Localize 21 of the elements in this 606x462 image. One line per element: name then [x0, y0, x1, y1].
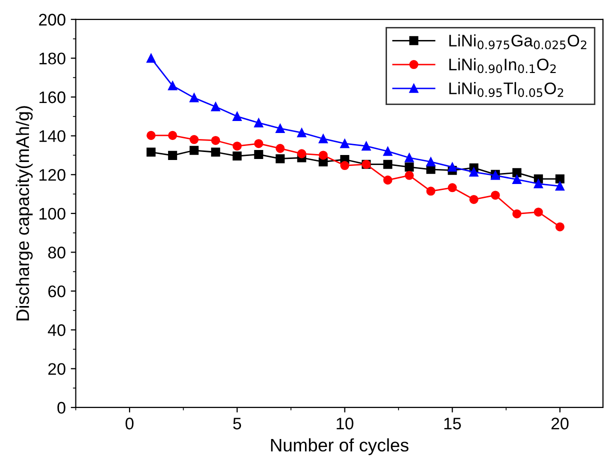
x-tick-label: 15 — [444, 418, 461, 430]
y-tick-label: 200 — [39, 14, 66, 26]
y-tick-label: 120 — [39, 169, 66, 181]
y-tick-label: 80 — [48, 246, 66, 258]
x-tick-label: 10 — [336, 418, 354, 430]
y-axis-title: Discharge capacity(mAh/g) — [16, 106, 33, 320]
x-tick-label: 20 — [552, 418, 569, 430]
y-tick-label: 0 — [57, 402, 66, 414]
y-tick-label: 20 — [48, 363, 66, 375]
y-tick-label: 40 — [48, 324, 66, 336]
y-tick-label: 160 — [39, 91, 66, 104]
legend-label: LiNi$_{0.90}$In$_{0.1}$O$_{2}$ — [449, 58, 556, 74]
y-tick-label: 100 — [39, 208, 66, 220]
y-tick-label: 180 — [39, 52, 66, 64]
y-tick-label: 60 — [48, 285, 66, 298]
x-tick-label: 0 — [126, 418, 134, 430]
x-axis-title: Number of cycles — [271, 438, 408, 456]
legend-label: LiNi$_{0.95}$Tl$_{0.05}$O$_{2}$ — [449, 82, 564, 98]
x-tick-label: 5 — [233, 418, 242, 430]
legend-label: LiNi$_{0.975}$Ga$_{0.025}$O$_{2}$ — [449, 34, 586, 50]
y-tick-label: 140 — [39, 130, 66, 142]
